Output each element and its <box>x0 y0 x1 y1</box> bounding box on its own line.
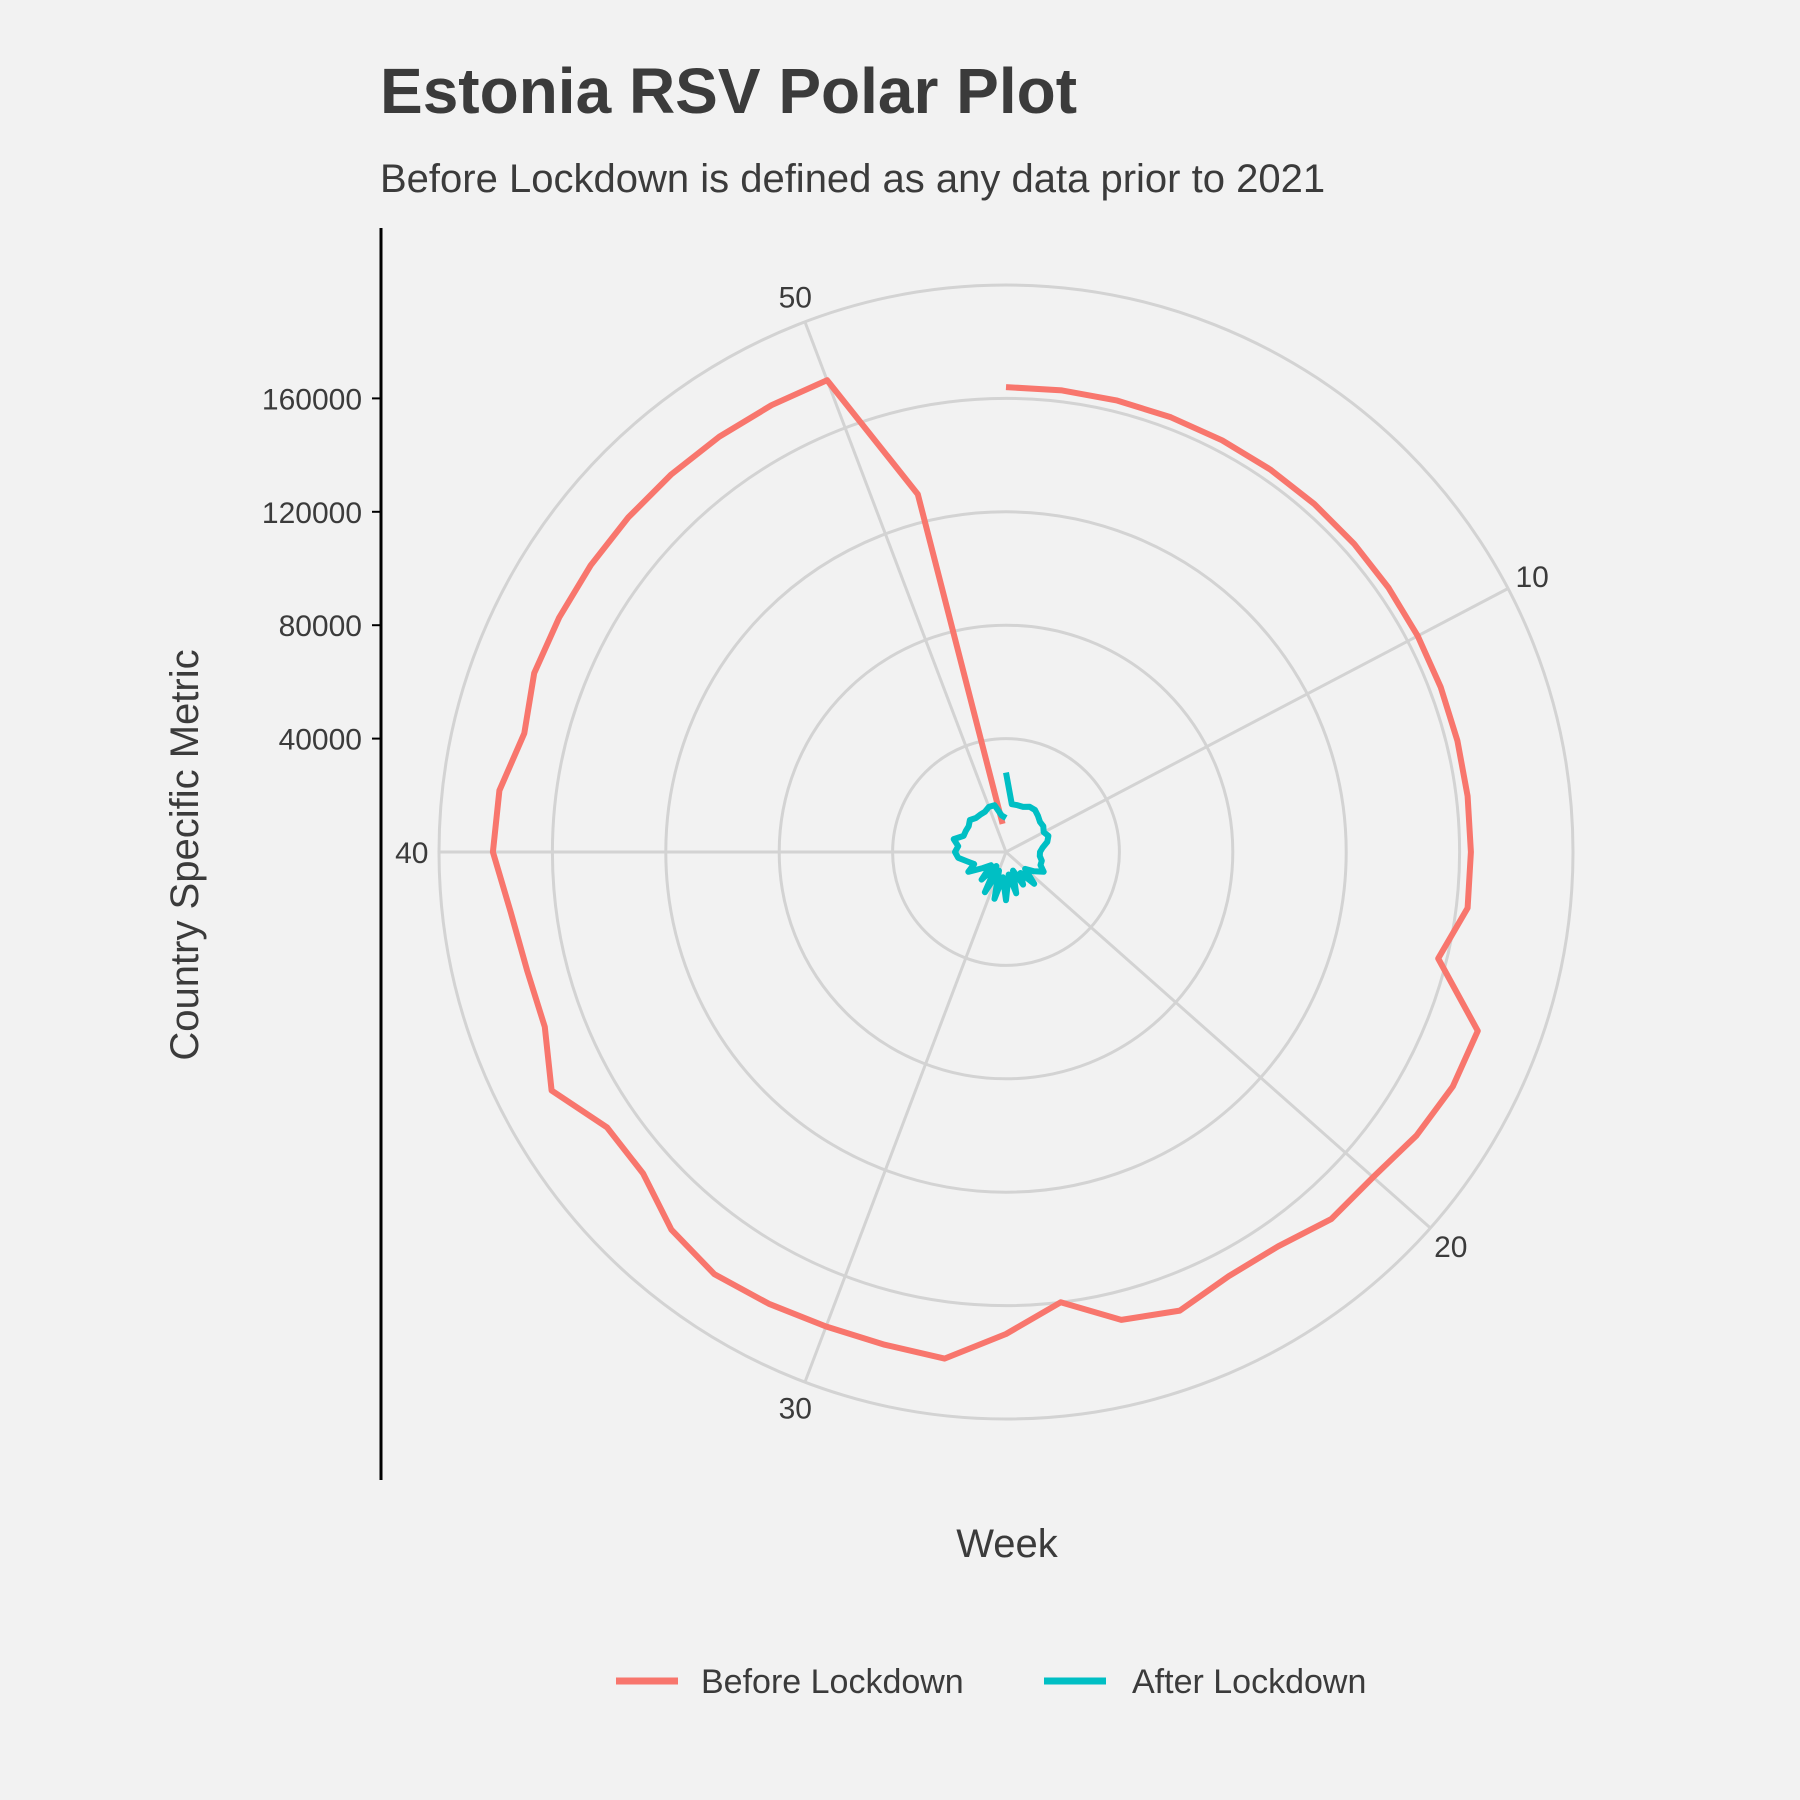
series-lines <box>489 377 1481 1362</box>
radial-tick-labels: 40000 80000 120000 160000 <box>262 383 381 757</box>
chart-title: Estonia RSV Polar Plot <box>380 55 1077 127</box>
series-line-before-lockdown <box>489 377 1481 1362</box>
y-tick-120000: 120000 <box>262 497 362 530</box>
angle-tick-10: 10 <box>1515 561 1548 594</box>
legend: Before Lockdown After Lockdown <box>616 1663 1366 1701</box>
angle-tick-40: 40 <box>395 837 428 870</box>
chart-subtitle: Before Lockdown is defined as any data p… <box>380 157 1325 201</box>
y-tick-40000: 40000 <box>279 724 362 757</box>
grid-spoke-week-20 <box>1005 850 1432 1230</box>
legend-label-after-lockdown: After Lockdown <box>1132 1663 1366 1701</box>
y-axis-title: Country Specific Metric <box>163 649 207 1060</box>
angle-tick-20: 20 <box>1434 1231 1467 1264</box>
grid-spoke-week-30 <box>803 851 1008 1383</box>
series-line-after-lockdown <box>950 772 1052 904</box>
grid-spoke-week-50 <box>803 321 1008 853</box>
x-axis-title: Week <box>956 1522 1059 1566</box>
grid-spoke-week-10 <box>1005 587 1509 854</box>
angle-tick-50: 50 <box>779 281 812 314</box>
y-tick-160000: 160000 <box>262 383 362 416</box>
y-tick-80000: 80000 <box>279 610 362 643</box>
angle-tick-labels: 10 20 30 40 50 <box>395 281 1549 1425</box>
angle-tick-30: 30 <box>779 1393 812 1426</box>
polar-grid <box>437 283 1575 1421</box>
legend-label-before-lockdown: Before Lockdown <box>701 1663 964 1701</box>
